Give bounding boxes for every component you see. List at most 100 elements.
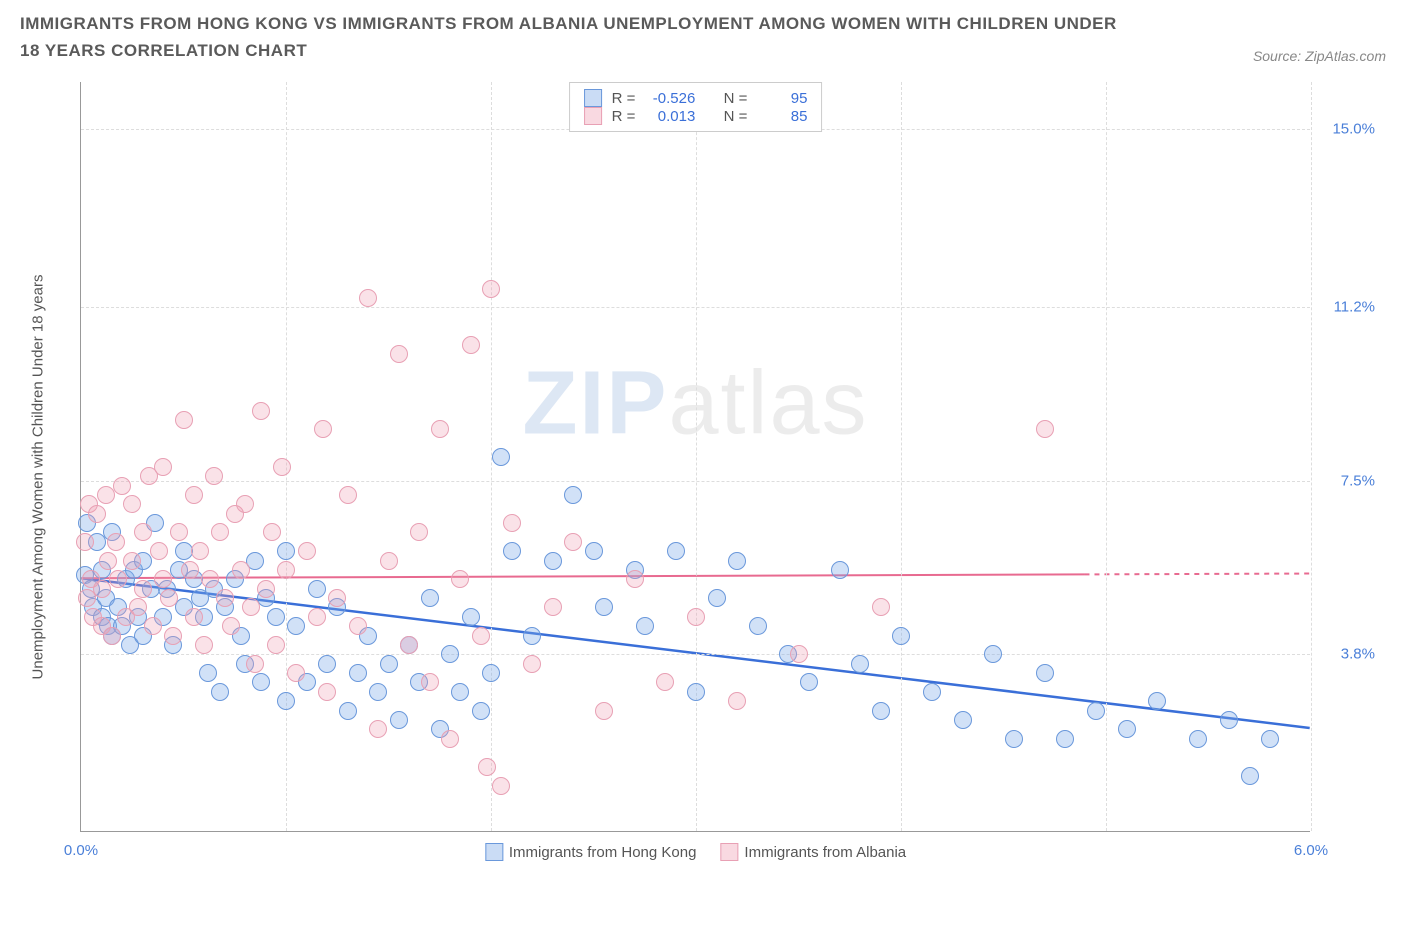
data-point-hk [1241,767,1259,785]
data-point-al [472,627,490,645]
data-point-al [431,420,449,438]
stats-row-al: R = 0.013 N = 85 [584,107,808,125]
data-point-al [150,542,168,560]
data-point-al [478,758,496,776]
data-point-hk [1148,692,1166,710]
data-point-al [236,495,254,513]
x-tick-label: 6.0% [1294,842,1328,859]
data-point-hk [984,645,1002,663]
y-tick-label: 11.2% [1320,299,1375,316]
data-point-hk [923,683,941,701]
data-point-hk [851,655,869,673]
data-point-al [185,486,203,504]
data-point-hk [252,673,270,691]
data-point-al [626,570,644,588]
data-point-al [201,570,219,588]
data-point-al [564,533,582,551]
data-point-al [314,420,332,438]
data-point-al [687,608,705,626]
stats-legend: R = -0.526 N = 95 R = 0.013 N = 85 [569,82,823,132]
swatch-icon [485,843,503,861]
swatch-icon [720,843,738,861]
data-point-al [222,617,240,635]
data-point-hk [1220,711,1238,729]
data-point-al [400,636,418,654]
data-point-al [349,617,367,635]
data-point-al [544,598,562,616]
data-point-hk [175,542,193,560]
data-point-hk [1087,702,1105,720]
data-point-hk [585,542,603,560]
data-point-al [359,289,377,307]
legend-item-al: Immigrants from Albania [720,843,906,861]
y-tick-label: 3.8% [1320,646,1375,663]
data-point-al [339,486,357,504]
data-point-hk [523,627,541,645]
stats-row-hk: R = -0.526 N = 95 [584,89,808,107]
data-point-hk [390,711,408,729]
data-point-hk [492,448,510,466]
data-point-hk [287,617,305,635]
data-point-al [273,458,291,476]
data-point-al [103,627,121,645]
data-point-hk [277,692,295,710]
data-point-hk [892,627,910,645]
data-point-al [232,561,250,579]
data-point-hk [708,589,726,607]
data-point-hk [1056,730,1074,748]
data-point-al [267,636,285,654]
data-point-hk [503,542,521,560]
data-point-hk [1036,664,1054,682]
source-attribution: Source: ZipAtlas.com [1253,48,1386,64]
data-point-al [872,598,890,616]
data-point-al [129,598,147,616]
y-tick-label: 7.5% [1320,472,1375,489]
data-point-hk [595,598,613,616]
data-point-al [164,627,182,645]
data-point-hk [564,486,582,504]
data-point-al [656,673,674,691]
n-value-al: 85 [757,108,807,125]
data-point-hk [277,542,295,560]
data-point-hk [339,702,357,720]
data-point-al [523,655,541,673]
data-point-hk [544,552,562,570]
data-point-al [790,645,808,663]
data-point-al [298,542,316,560]
data-point-al [205,467,223,485]
data-point-hk [472,702,490,720]
data-point-hk [380,655,398,673]
gridline-v [286,82,287,831]
data-point-al [492,777,510,795]
data-point-al [160,589,178,607]
data-point-hk [482,664,500,682]
data-point-hk [1189,730,1207,748]
data-point-al [134,580,152,598]
correlation-chart: Unemployment Among Women with Children U… [20,72,1380,882]
data-point-al [1036,420,1054,438]
n-value-hk: 95 [757,90,807,107]
data-point-al [107,533,125,551]
x-tick-label: 0.0% [64,842,98,859]
data-point-hk [211,683,229,701]
data-point-al [181,561,199,579]
data-point-al [216,589,234,607]
data-point-al [123,552,141,570]
data-point-al [242,598,260,616]
data-point-hk [369,683,387,701]
data-point-al [93,580,111,598]
data-point-al [109,570,127,588]
data-point-hk [1118,720,1136,738]
data-point-hk [462,608,480,626]
data-point-al [170,523,188,541]
swatch-hk [584,89,602,107]
data-point-al [390,345,408,363]
data-point-hk [728,552,746,570]
data-point-al [123,495,141,513]
chart-header: IMMIGRANTS FROM HONG KONG VS IMMIGRANTS … [20,10,1386,64]
data-point-hk [749,617,767,635]
data-point-al [211,523,229,541]
data-point-al [308,608,326,626]
data-point-al [328,589,346,607]
r-value-hk: -0.526 [645,90,695,107]
